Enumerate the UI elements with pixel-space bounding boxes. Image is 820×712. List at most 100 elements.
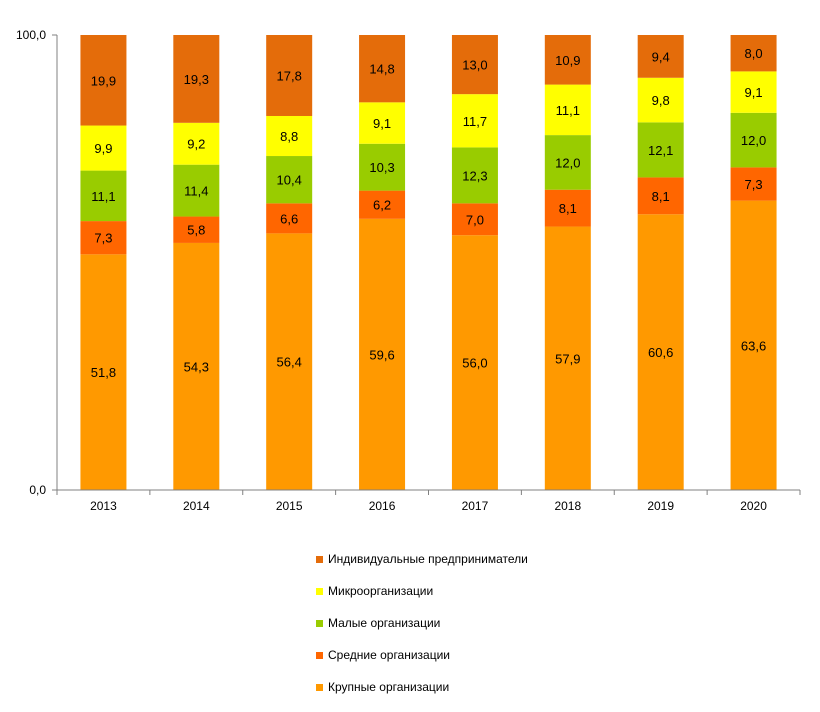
bar-segment-2020-3 (730, 112, 777, 168)
bar-segment-2018-4 (544, 84, 591, 136)
bar-segment-2015-5 (266, 35, 313, 116)
bar-segment-2018-3 (544, 135, 591, 190)
bar-segment-2019-4 (637, 77, 684, 123)
value-label-2014-2: 5,8 (187, 223, 205, 238)
value-label-2020-5: 8,0 (745, 46, 763, 61)
x-tick-label-2013: 2013 (90, 499, 117, 513)
value-label-2019-5: 9,4 (652, 49, 670, 64)
bar-segment-2019-2 (637, 177, 684, 215)
value-label-2018-4: 11,1 (556, 103, 580, 118)
bar-segment-2017-5 (451, 35, 498, 95)
legend-swatch-3 (316, 620, 323, 627)
bar-segment-2016-5 (359, 35, 406, 103)
bar-segment-2014-1 (173, 242, 220, 490)
bar-segment-2016-1 (359, 218, 406, 490)
value-label-2015-3: 10,4 (277, 173, 302, 188)
x-ticks-group (56, 490, 801, 495)
bar-segment-2019-1 (637, 214, 684, 490)
bar-segment-2014-5 (173, 35, 220, 123)
bar-segment-2013-1 (80, 254, 127, 490)
value-label-2013-1: 51,8 (91, 365, 116, 380)
bar-segment-2017-2 (451, 203, 498, 236)
bar-segment-2020-4 (730, 71, 777, 113)
value-label-2015-2: 6,6 (280, 211, 298, 226)
value-label-2016-5: 14,8 (369, 62, 394, 77)
bar-segment-2013-3 (80, 170, 127, 222)
bar-segment-2014-4 (173, 122, 220, 165)
legend-swatch-1 (316, 556, 323, 563)
value-label-2016-4: 9,1 (373, 116, 391, 131)
value-label-2016-3: 10,3 (369, 160, 394, 175)
legend-swatch-2 (316, 588, 323, 595)
bar-segment-2020-5 (730, 35, 777, 72)
value-labels-group: 51,8 7,3 11,1 9,9 19,9 54,3 5,8 11,4 9,2 19,3 56,4… (91, 46, 766, 380)
value-label-2018-2: 8,1 (559, 201, 577, 216)
bar-segment-2015-2 (266, 203, 313, 234)
value-label-2016-2: 6,2 (373, 198, 391, 213)
value-label-2018-1: 57,9 (555, 351, 580, 366)
legend-swatch-4 (316, 652, 323, 659)
value-label-2019-1: 60,6 (648, 345, 673, 360)
value-label-2020-2: 7,3 (745, 177, 763, 192)
bar-segment-2014-3 (173, 164, 220, 217)
bar-segment-2016-4 (359, 102, 406, 144)
bar-segment-2015-3 (266, 156, 313, 204)
legend: Индивидуальные предприниматели Микроорган… (316, 552, 528, 694)
value-label-2018-3: 12,0 (555, 155, 580, 170)
bar-segment-2013-4 (80, 125, 127, 171)
value-label-2017-3: 12,3 (462, 168, 487, 183)
value-label-2013-2: 7,3 (94, 231, 112, 246)
bar-segment-2016-2 (359, 190, 406, 219)
bar-segment-2014-2 (173, 216, 220, 243)
value-label-2018-5: 10,9 (555, 53, 580, 68)
legend-label-2: Микроорганизации (328, 584, 433, 598)
value-label-2020-1: 63,6 (741, 338, 766, 353)
bar-segment-2017-1 (451, 235, 498, 490)
value-label-2014-1: 54,3 (184, 359, 209, 374)
x-tick-label-2019: 2019 (647, 499, 674, 513)
value-label-2017-5: 13,0 (462, 58, 487, 73)
x-tick-label-2015: 2015 (276, 499, 303, 513)
value-label-2017-4: 11,7 (463, 114, 487, 129)
value-label-2015-5: 17,8 (277, 68, 302, 83)
value-label-2013-4: 9,9 (94, 141, 112, 156)
value-label-2019-4: 9,8 (652, 93, 670, 108)
bar-segment-2018-5 (544, 35, 591, 85)
bar-segment-2019-3 (637, 122, 684, 178)
value-label-2017-2: 7,0 (466, 212, 484, 227)
legend-label-3: Малые организации (328, 616, 440, 630)
x-tick-label-2017: 2017 (462, 499, 489, 513)
bar-segment-2018-1 (544, 226, 591, 490)
value-label-2014-4: 9,2 (187, 137, 205, 152)
legend-label-5: Крупные организации (328, 680, 449, 694)
value-label-2020-4: 9,1 (745, 85, 763, 100)
value-label-2016-1: 59,6 (369, 347, 394, 362)
value-label-2015-4: 8,8 (280, 129, 298, 144)
value-label-2020-3: 12,0 (741, 133, 766, 148)
value-label-2014-3: 11,4 (184, 184, 208, 199)
y-tick-label-bottom: 0,0 (29, 483, 46, 497)
bar-segment-2020-2 (730, 167, 777, 201)
legend-swatch-5 (316, 684, 323, 691)
value-label-2014-5: 19,3 (184, 72, 209, 87)
bar-segment-2016-3 (359, 143, 406, 191)
bar-segment-2015-1 (266, 233, 313, 490)
legend-label-4: Средние организации (328, 648, 450, 662)
bar-segment-2017-4 (451, 94, 498, 148)
bar-segment-2013-2 (80, 221, 127, 255)
x-tick-label-2018: 2018 (554, 499, 581, 513)
x-labels-group: 2013 2014 2015 2016 2017 2018 2019 2020 (90, 499, 767, 513)
bar-segment-2017-3 (451, 147, 498, 204)
bar-segment-2019-5 (637, 35, 684, 78)
y-tick-label-top: 100,0 (16, 28, 46, 42)
bar-segment-2015-4 (266, 115, 313, 157)
value-label-2019-2: 8,1 (652, 189, 670, 204)
bar-segment-2018-2 (544, 189, 591, 227)
value-label-2013-5: 19,9 (91, 73, 116, 88)
value-label-2019-3: 12,1 (648, 143, 673, 158)
bars-group (80, 35, 777, 490)
x-tick-label-2014: 2014 (183, 499, 210, 513)
value-label-2015-1: 56,4 (277, 355, 302, 370)
bar-segment-2013-5 (80, 35, 127, 126)
